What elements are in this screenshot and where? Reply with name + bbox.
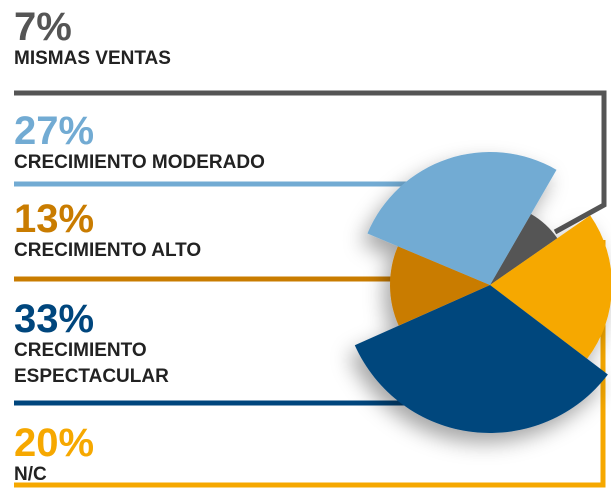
pie-slice [354, 285, 608, 434]
category-label: CRECIMIENTO ALTO [14, 240, 202, 261]
pie-slice [490, 215, 611, 359]
category-label: N/C [14, 464, 47, 485]
label-group: 20% N/C [14, 421, 414, 488]
percent-label: 20% [14, 421, 95, 465]
label-group: 13% CRECIMIENTO ALTO [14, 197, 414, 264]
category-label: MISMAS VENTAS [14, 48, 171, 69]
label-group: 27% CRECIMIENTO MODERADO [14, 109, 414, 176]
label-group: 7% MISMAS VENTAS [14, 5, 414, 72]
pie-slice [490, 213, 558, 285]
percent-label: 7% [14, 5, 72, 49]
category-label: CRECIMIENTO MODERADO [14, 152, 265, 173]
pie-slice [389, 246, 490, 326]
percent-label: 27% [14, 109, 95, 153]
label-group: 33% CRECIMIENTO ESPECTACULAR [14, 297, 214, 390]
percent-label: 33% [14, 297, 95, 341]
category-label: CRECIMIENTO ESPECTACULAR [14, 340, 169, 387]
percent-label: 13% [14, 197, 95, 241]
pie-slice [367, 151, 557, 285]
connector-line [14, 90, 607, 235]
